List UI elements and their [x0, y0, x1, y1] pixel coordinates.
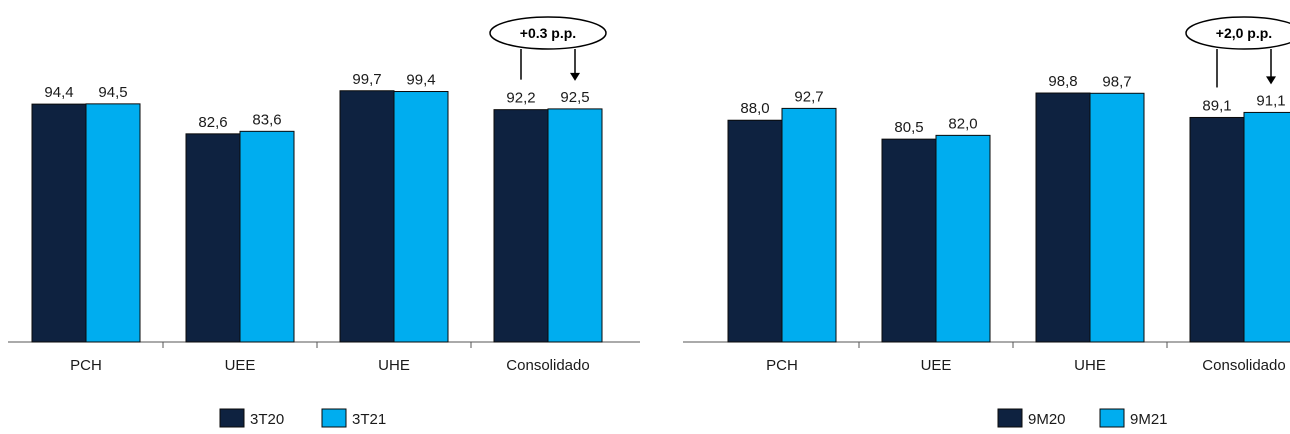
bar-9m21 — [781, 107, 837, 343]
annotation-ellipse — [1185, 16, 1290, 50]
bar-3t21 — [85, 103, 141, 343]
data-label: 99,7 — [352, 71, 381, 88]
data-label: 82,0 — [948, 115, 977, 132]
legend-swatch-9m20 — [997, 408, 1023, 428]
chart-panel-1: 94,4 94,5 PCH 82,6 83,6 UEE 99,7 99,4 UHE 92,2 92,… — [8, 16, 640, 428]
data-label: 92,5 — [560, 89, 589, 106]
bar-3t20 — [185, 133, 241, 343]
bar-3t21 — [547, 108, 603, 343]
data-label: 83,6 — [252, 111, 281, 128]
annotation-arrow — [1266, 76, 1276, 85]
annotation-ellipse — [489, 16, 607, 50]
data-label: 92,2 — [506, 90, 535, 107]
chart-panel-2: 88,0 92,7 PCH 80,5 82,0 UEE 98,8 98,7 UHE 89,1 91,… — [683, 16, 1290, 428]
category-label: PCH — [766, 357, 798, 374]
category-label: PCH — [70, 357, 102, 374]
category-label: UHE — [378, 357, 410, 374]
data-label: 89,1 — [1202, 97, 1231, 114]
bar-3t20 — [493, 109, 549, 343]
bar-9m20 — [727, 119, 783, 343]
annotation-text: +2,0 p.p. — [1216, 25, 1272, 41]
data-label: 94,4 — [44, 84, 73, 101]
data-label: 80,5 — [894, 119, 923, 136]
legend-swatch-9m21 — [1099, 408, 1125, 428]
legend-swatch-3t21 — [321, 408, 347, 428]
bar-9m21 — [1243, 111, 1290, 343]
category-label: Consolidado — [1202, 357, 1285, 374]
bar-9m20 — [1189, 116, 1245, 343]
data-label: 99,4 — [406, 72, 435, 89]
category-label: UEE — [921, 357, 952, 374]
data-label: 91,1 — [1256, 92, 1285, 109]
bar-9m21 — [1089, 92, 1145, 343]
bar-9m20 — [1035, 92, 1091, 343]
data-label: 92,7 — [794, 88, 823, 105]
bar-9m20 — [881, 138, 937, 343]
data-label: 82,6 — [198, 114, 227, 131]
data-label: 98,7 — [1102, 73, 1131, 90]
category-label: UHE — [1074, 357, 1106, 374]
legend-label: 9M21 — [1130, 411, 1168, 428]
legend-label: 3T20 — [250, 411, 284, 428]
legend-label: 9M20 — [1028, 411, 1066, 428]
annotation-text: +0.3 p.p. — [520, 25, 576, 41]
bar-3t21 — [393, 91, 449, 343]
category-label: UEE — [225, 357, 256, 374]
legend-swatch-3t20 — [219, 408, 245, 428]
category-label: Consolidado — [506, 357, 589, 374]
bar-3t21 — [239, 130, 295, 343]
data-label: 94,5 — [98, 84, 127, 101]
bar-3t20 — [31, 103, 87, 343]
legend-label: 3T21 — [352, 411, 386, 428]
annotation-arrow — [570, 72, 580, 81]
data-label: 88,0 — [740, 100, 769, 117]
data-label: 98,8 — [1048, 73, 1077, 90]
bar-9m21 — [935, 134, 991, 343]
bar-3t20 — [339, 90, 395, 343]
